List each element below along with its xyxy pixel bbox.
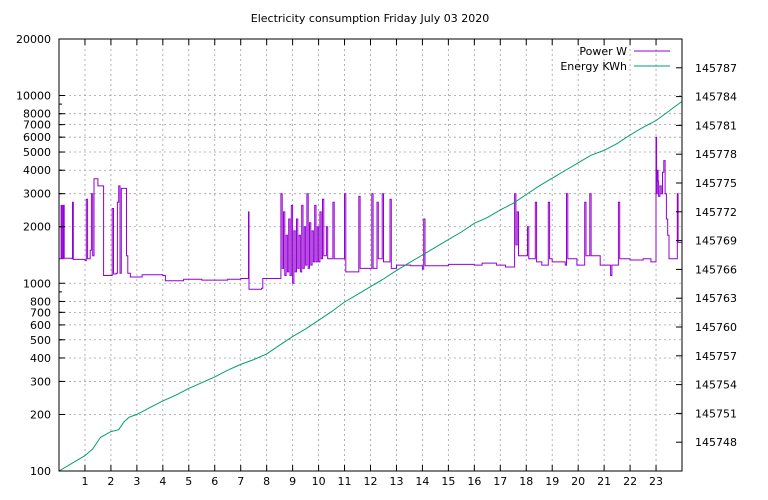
x-tick-label: 21	[597, 475, 611, 488]
y-right-tick-label: 145778	[695, 148, 737, 161]
series-lines	[58, 100, 683, 472]
y-left-tick-label: 6000	[23, 131, 51, 144]
y-left-tick-label: 2000	[23, 221, 51, 234]
y-left-tick-label: 300	[30, 375, 51, 388]
y-left-tick-label: 800	[30, 295, 51, 308]
x-tick-label: 7	[237, 475, 244, 488]
x-tick-label: 4	[159, 475, 166, 488]
y-right-tick-label: 145763	[695, 292, 737, 305]
x-tick-label: 23	[649, 475, 663, 488]
x-tick-label: 18	[519, 475, 533, 488]
y-left-tick-label: 100	[30, 465, 51, 478]
legend-label: Power W	[579, 45, 627, 58]
y-right-tick-label: 145784	[695, 91, 737, 104]
chart-title: Electricity consumption Friday July 03 2…	[251, 12, 489, 25]
y-right-tick-label: 145748	[695, 436, 737, 449]
y-right-tick-label: 145769	[695, 235, 737, 248]
x-tick-label: 19	[545, 475, 559, 488]
series-line-energy	[58, 100, 683, 472]
y-right-tick-label: 145775	[695, 177, 737, 190]
x-tick-label: 12	[364, 475, 378, 488]
y-left-tick-label: 3000	[23, 188, 51, 201]
y-left-tick-label: 8000	[23, 108, 51, 121]
y-left-tick-label: 600	[30, 319, 51, 332]
y-left-tick-label: 5000	[23, 146, 51, 159]
y-left-tick-label: 700	[30, 306, 51, 319]
x-tick-label: 5	[185, 475, 192, 488]
y-right-tick-label: 145766	[695, 263, 737, 276]
x-tick-label: 17	[493, 475, 507, 488]
y-left-tick-label: 7000	[23, 119, 51, 132]
y-right-tick-label: 145781	[695, 119, 737, 132]
y-left-tick-label: 200	[30, 408, 51, 421]
y-right-tick-label: 145751	[695, 407, 737, 420]
x-tick-label: 11	[338, 475, 352, 488]
y-left-tick-label: 400	[30, 352, 51, 365]
legend-label: Energy KWh	[560, 60, 627, 73]
axes: 1 2 3 4 5 6 7 8 9 10 11 12 13 14 15 16 17 18 19 20 21 22 23200…	[16, 33, 737, 488]
y-left-tick-label: 20000	[16, 33, 51, 46]
x-tick-label: 15	[441, 475, 455, 488]
x-tick-label: 2	[107, 475, 114, 488]
legend: Power W Energy KWh	[560, 45, 670, 73]
y-right-tick-label: 145787	[695, 62, 737, 75]
x-tick-label: 6	[211, 475, 218, 488]
y-left-tick-label: 10000	[16, 90, 51, 103]
x-tick-label: 9	[289, 475, 296, 488]
y-left-tick-label: 500	[30, 334, 51, 347]
x-tick-label: 10	[312, 475, 326, 488]
y-right-tick-label: 145757	[695, 350, 737, 363]
y-right-tick-label: 145760	[695, 321, 737, 334]
y-right-tick-label: 145754	[695, 379, 737, 392]
x-tick-label: 16	[467, 475, 481, 488]
x-tick-label: 14	[415, 475, 429, 488]
y-right-tick-label: 145772	[695, 206, 737, 219]
x-tick-label: 8	[263, 475, 270, 488]
x-tick-label: 13	[389, 475, 403, 488]
x-tick-label: 1	[81, 475, 88, 488]
y-left-tick-label: 4000	[23, 164, 51, 177]
x-tick-label: 22	[623, 475, 637, 488]
x-tick-label: 3	[133, 475, 140, 488]
x-tick-label: 20	[571, 475, 585, 488]
y-left-tick-label: 1000	[23, 277, 51, 290]
series-line-power	[59, 136, 682, 290]
